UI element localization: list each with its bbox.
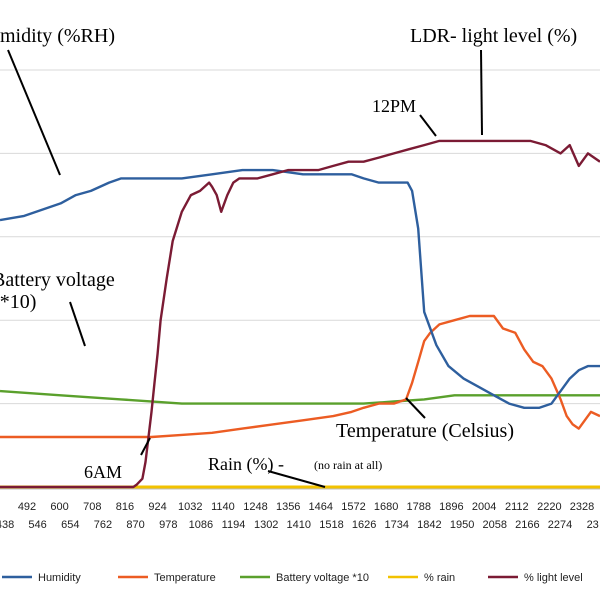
x-tick-label-bottom-3: 762: [94, 519, 112, 531]
x-tick-label-top-13: 1896: [439, 501, 463, 513]
battery-annotation-line2: (V *10): [0, 291, 36, 313]
morning-annotation: 6AM: [84, 462, 122, 482]
x-tick-label-bottom-11: 1626: [352, 519, 376, 531]
morning-pointer: [140, 437, 151, 456]
x-tick-label-top-11: 1680: [374, 501, 398, 513]
x-tick-row-1: 492 600 708 816 924 1032 1140 1248 1356 1464 1572 1…: [18, 501, 594, 513]
x-tick-label-top-17: 2328: [570, 501, 594, 513]
x-tick-label-bottom-13: 1842: [417, 519, 441, 531]
x-tick-label-top-1: 600: [50, 501, 68, 513]
legend-label-3: % rain: [424, 572, 455, 584]
x-tick-label-top-0: 492: [18, 501, 36, 513]
x-tick-label-bottom-14: 1950: [450, 519, 474, 531]
noon-annotation: 12PM: [372, 96, 416, 116]
series-layer: [0, 139, 600, 489]
x-tick-label-top-8: 1356: [276, 501, 300, 513]
x-tick-label-top-6: 1140: [211, 501, 235, 513]
rain-pointer: [267, 470, 326, 488]
x-tick-label-top-3: 816: [116, 501, 134, 513]
x-tick-label-top-12: 1788: [407, 501, 431, 513]
series-line-light-level: [0, 139, 600, 489]
humidity-pointer: [7, 49, 61, 176]
gridlines: [0, 69, 600, 490]
series-line-temperature: [0, 314, 600, 439]
x-tick-label-bottom-7: 1194: [222, 519, 246, 531]
series-line-battery-voltage-10: [0, 389, 600, 405]
battery-annotation-line1: Battery voltage: [0, 269, 115, 291]
x-tick-row-2: 438 546 654 762 870 978 1086 1194 1302 1410 1518 16…: [0, 519, 599, 531]
x-tick-label-top-16: 2220: [537, 501, 561, 513]
x-tick-label-bottom-15: 2058: [483, 519, 507, 531]
x-tick-label-top-2: 708: [83, 501, 101, 513]
noon-pointer: [419, 114, 437, 137]
x-tick-label-bottom-6: 1086: [189, 519, 213, 531]
x-tick-label-top-14: 2004: [472, 501, 496, 513]
x-tick-label-top-10: 1572: [341, 501, 365, 513]
battery-pointer: [69, 301, 86, 347]
legend-label-2: Battery voltage *10: [276, 572, 369, 584]
temperature-annotation: Temperature (Celsius): [336, 420, 514, 442]
x-tick-label-bottom-0: 438: [0, 519, 14, 531]
legend-label-4: % light level: [524, 572, 583, 584]
x-tick-label-top-5: 1032: [178, 501, 202, 513]
series-line-humidity: [0, 168, 600, 409]
legend-label-0: Humidity: [38, 572, 81, 584]
x-tick-label-bottom-5: 978: [159, 519, 177, 531]
x-tick-label-bottom-2: 654: [61, 519, 79, 531]
humidity-annotation: humidity (%RH): [0, 25, 115, 47]
light-annotation: LDR- light level (%): [410, 25, 577, 47]
temperature-pointer: [405, 397, 426, 419]
x-tick-label-top-4: 924: [148, 501, 166, 513]
x-tick-label-bottom-4: 870: [126, 519, 144, 531]
x-tick-label-top-7: 1248: [243, 501, 267, 513]
x-tick-label-bottom-10: 1518: [319, 519, 343, 531]
legend: Humidity Temperature Battery voltage *10 % …: [2, 572, 583, 584]
rain-note: (no rain at all): [314, 458, 382, 472]
light-pointer: [480, 49, 483, 136]
x-tick-label-bottom-16: 2166: [515, 519, 539, 531]
x-tick-label-top-9: 1464: [309, 501, 333, 513]
x-tick-label-bottom-9: 1410: [287, 519, 311, 531]
x-tick-label-bottom-1: 546: [28, 519, 46, 531]
x-tick-label-bottom-12: 1734: [385, 519, 409, 531]
legend-label-1: Temperature: [154, 572, 216, 584]
rain-annotation: Rain (%) -: [208, 454, 284, 475]
x-tick-label-top-15: 2112: [505, 501, 529, 513]
x-tick-label-bottom-17: 2274: [548, 519, 572, 531]
x-tick-label-bottom-8: 1302: [254, 519, 278, 531]
x-tick-label-bottom-18: 23: [587, 519, 599, 531]
annotation-pointers: [7, 49, 483, 488]
